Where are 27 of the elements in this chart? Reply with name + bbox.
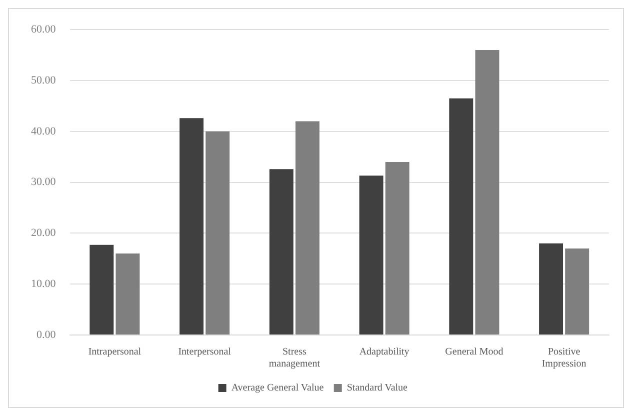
legend-label: Standard Value — [346, 382, 408, 394]
bar — [359, 176, 384, 334]
y-tick-label: 40.00 — [31, 125, 56, 138]
x-tick-label: Positive Impression — [542, 346, 586, 370]
bar — [565, 248, 590, 334]
x-tick-label: General Mood — [445, 346, 504, 358]
bar — [206, 131, 230, 334]
y-tick-label: 30.00 — [31, 176, 56, 188]
x-tick-label: Stress management — [268, 346, 320, 370]
bar — [449, 98, 474, 334]
bar — [90, 244, 114, 334]
x-tick-label: Interpersonal — [178, 346, 232, 358]
bar — [385, 162, 410, 334]
bar — [180, 118, 204, 334]
bar — [269, 169, 294, 334]
y-tick-label: 20.00 — [31, 227, 56, 240]
bar — [539, 243, 564, 334]
y-tick-label: 60.00 — [31, 23, 56, 36]
bar — [475, 50, 500, 334]
x-tick-label: Adaptability — [359, 346, 410, 358]
bar — [116, 254, 140, 334]
y-tick-label: 0.00 — [36, 328, 56, 341]
legend-label: Average General Value — [231, 382, 324, 394]
y-tick-label: 10.00 — [31, 278, 56, 290]
bar — [295, 121, 320, 334]
y-tick-label: 50.00 — [31, 74, 56, 86]
x-tick-label: Intrapersonal — [88, 346, 142, 358]
